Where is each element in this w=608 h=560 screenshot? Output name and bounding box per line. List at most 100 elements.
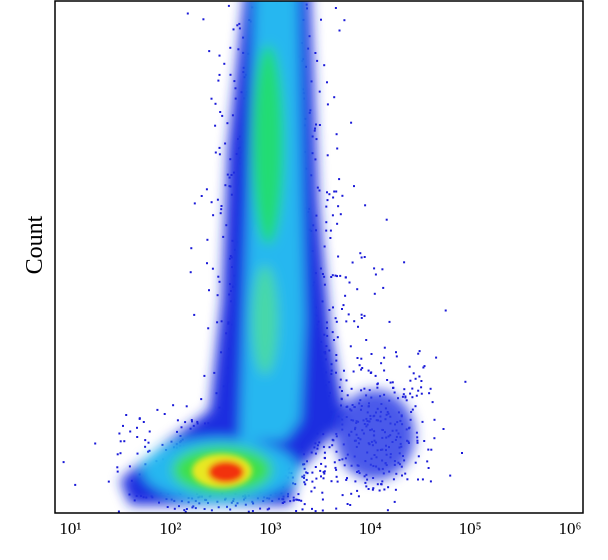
- density-speck: [336, 336, 339, 339]
- density-speck: [172, 404, 175, 407]
- density-speck: [333, 190, 336, 193]
- density-speck: [321, 509, 324, 512]
- density-speck: [382, 286, 385, 289]
- density-speck: [420, 386, 423, 389]
- density-speck: [335, 354, 338, 356]
- density-speck: [326, 81, 328, 84]
- density-speck: [374, 374, 377, 377]
- density-speck: [227, 4, 230, 7]
- density-speck: [206, 238, 209, 241]
- density-speck: [370, 371, 373, 374]
- density-speck: [391, 381, 394, 384]
- density-speck: [360, 357, 363, 360]
- density-speck: [193, 202, 196, 205]
- density-speck: [301, 508, 304, 511]
- density-speck: [333, 339, 335, 341]
- density-speck: [335, 450, 338, 453]
- density-speck: [318, 124, 321, 126]
- density-speck: [393, 500, 396, 503]
- density-speck: [426, 460, 429, 463]
- density-speck: [138, 417, 141, 420]
- density-speck: [360, 313, 363, 316]
- density-speck: [321, 498, 324, 501]
- density-speck: [418, 350, 421, 353]
- density-speck: [415, 431, 418, 434]
- density-speck: [341, 308, 343, 310]
- density-speck: [395, 355, 398, 358]
- density-speck: [356, 489, 359, 492]
- density-speck: [337, 205, 340, 208]
- density-speck: [395, 351, 397, 354]
- density-speck: [136, 426, 138, 429]
- density-speck: [190, 419, 193, 421]
- density-speck: [173, 507, 176, 510]
- density-speck: [353, 320, 356, 323]
- density-speck: [323, 472, 326, 475]
- density-speck: [330, 276, 333, 278]
- density-speck: [62, 461, 65, 464]
- density-speck: [402, 393, 405, 396]
- density-speck: [305, 478, 308, 481]
- density-speck: [431, 401, 434, 404]
- density-speck: [338, 29, 341, 32]
- density-speck: [359, 252, 362, 255]
- density-speck: [338, 178, 341, 181]
- density-speck: [314, 52, 317, 54]
- density-speck: [297, 493, 300, 496]
- density-speck: [363, 387, 366, 390]
- density-speck: [295, 510, 298, 512]
- density-speck: [326, 103, 329, 106]
- density-speck: [202, 18, 205, 21]
- density-speck: [207, 327, 210, 330]
- density-speck: [356, 357, 359, 359]
- density-speck: [303, 476, 305, 479]
- density-speck: [156, 408, 159, 411]
- density-speck: [184, 510, 187, 513]
- density-speck: [433, 437, 436, 440]
- density-speck: [238, 22, 241, 25]
- density-speck: [200, 195, 203, 197]
- density-speck: [403, 388, 406, 391]
- density-speck: [344, 294, 347, 297]
- density-speck: [341, 390, 343, 392]
- density-speck: [331, 274, 334, 277]
- density-speck: [421, 478, 424, 481]
- density-speck: [411, 396, 414, 399]
- density-speck: [219, 212, 222, 215]
- density-speck: [236, 24, 239, 27]
- density-speck: [305, 471, 308, 474]
- x-tick-label: 10²: [159, 519, 181, 538]
- density-speck: [416, 436, 419, 439]
- density-speck: [186, 12, 189, 15]
- density-speck: [341, 494, 344, 497]
- density-speck: [363, 314, 366, 317]
- density-speck: [334, 466, 337, 469]
- density-speck: [373, 267, 376, 270]
- density-speck: [219, 111, 222, 113]
- density-speck: [332, 439, 335, 442]
- density-speck: [122, 424, 124, 427]
- density-speck: [350, 121, 353, 124]
- density-speck: [417, 389, 420, 392]
- density-speck: [226, 122, 229, 125]
- density-speck: [292, 496, 295, 499]
- density-speck: [383, 369, 386, 372]
- density-speck: [343, 19, 346, 22]
- density-speck: [218, 280, 221, 283]
- density-speck: [314, 452, 317, 455]
- density-speck: [320, 18, 322, 21]
- density-speck: [416, 441, 419, 444]
- density-speck: [205, 188, 208, 191]
- density-speck: [322, 477, 325, 480]
- density-speck: [401, 474, 403, 477]
- density-speck: [303, 503, 306, 506]
- density-speck: [364, 204, 367, 207]
- density-speck: [184, 421, 187, 424]
- density-speck: [191, 420, 193, 423]
- density-speck: [176, 430, 178, 433]
- density-speck: [214, 102, 217, 105]
- density-speck: [210, 201, 213, 204]
- density-speck: [322, 471, 325, 474]
- density-speck: [185, 405, 188, 408]
- density-speck: [222, 235, 225, 238]
